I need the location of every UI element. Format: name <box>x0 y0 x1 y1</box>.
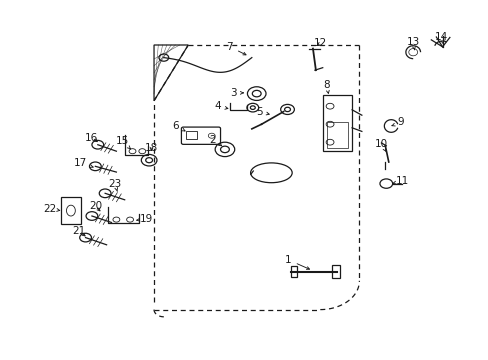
Text: 21: 21 <box>72 226 86 236</box>
Text: 20: 20 <box>89 201 102 211</box>
Text: 6: 6 <box>172 121 184 131</box>
Text: 19: 19 <box>137 214 153 224</box>
Text: 11: 11 <box>392 176 409 186</box>
Text: 14: 14 <box>434 32 447 45</box>
Text: 1: 1 <box>285 255 309 269</box>
Text: 7: 7 <box>226 42 245 55</box>
Text: 2: 2 <box>209 135 221 146</box>
Text: 8: 8 <box>323 80 329 93</box>
Text: 16: 16 <box>85 132 99 143</box>
Text: 9: 9 <box>391 117 404 127</box>
Text: 15: 15 <box>115 136 130 149</box>
Bar <box>61 197 81 224</box>
Bar <box>322 95 351 151</box>
Bar <box>290 266 296 277</box>
Text: 10: 10 <box>374 139 387 152</box>
Text: 3: 3 <box>230 88 243 98</box>
Bar <box>326 122 347 148</box>
Text: 12: 12 <box>313 38 327 48</box>
Text: 4: 4 <box>214 101 227 111</box>
Text: 18: 18 <box>144 143 158 153</box>
Bar <box>186 131 197 139</box>
Text: 5: 5 <box>255 107 269 117</box>
Text: 22: 22 <box>43 204 60 214</box>
Text: 13: 13 <box>406 37 419 50</box>
Bar <box>331 265 340 278</box>
Text: 23: 23 <box>108 179 122 192</box>
Text: 17: 17 <box>74 158 93 168</box>
